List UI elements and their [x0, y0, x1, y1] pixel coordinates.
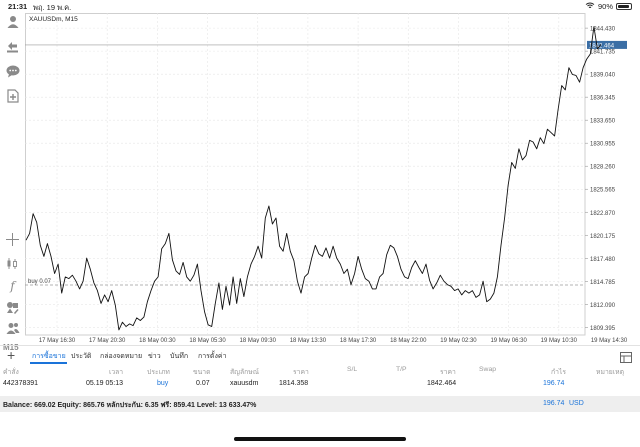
order-symbol: xauusdm: [230, 380, 259, 387]
tab-news[interactable]: ข่าว: [148, 353, 161, 360]
tab-mailbox[interactable]: กล่องจดหมาย: [100, 353, 143, 360]
order-type: buy: [157, 380, 169, 387]
y-tick-label: 1817.480: [590, 257, 616, 263]
y-tick-label: 1809.395: [590, 326, 616, 332]
users-icon[interactable]: [4, 319, 21, 336]
col-time: เวลา: [109, 369, 124, 376]
tab-trade[interactable]: การซื้อขาย: [32, 353, 66, 360]
status-date: พฤ. 19 พ.ค.: [33, 3, 72, 12]
status-right: 90%: [585, 2, 632, 11]
toolbox-tabs: + การซื้อขาย ประวัติ กล่องจดหมาย ข่าว บั…: [0, 345, 640, 366]
price-series-line: [25, 26, 602, 331]
tab-history[interactable]: ประวัติ: [71, 353, 92, 360]
x-tick-label: 18 May 00:30: [139, 338, 176, 343]
order-row[interactable]: 442378391 05.19 05:13 buy 0.07 xauusdm 1…: [0, 380, 640, 394]
status-time: 21:31: [8, 2, 28, 11]
price-chart[interactable]: 1844.430 1841.735 1839.040 1836.345 1833.650…: [25, 13, 640, 344]
col-symbol: สัญลักษณ์: [230, 369, 260, 376]
tab-settings[interactable]: การตั้งค่า: [198, 353, 227, 360]
x-tick-label: 18 May 05:30: [189, 338, 226, 343]
objects-icon[interactable]: [4, 299, 21, 316]
new-order-icon[interactable]: [4, 87, 21, 104]
order-current-price: 1842.464: [427, 380, 457, 387]
x-tick-label: 19 May 06:30: [490, 338, 527, 343]
account-currency: USD: [569, 400, 584, 407]
x-tick-label: 17 May 16:30: [39, 338, 76, 343]
order-profit: 196.74: [543, 380, 565, 387]
status-bar: 21:31 พฤ. 19 พ.ค. 90%: [0, 0, 640, 13]
y-tick-label: 1839.040: [590, 73, 616, 79]
col-order: คำสั่ง: [3, 369, 19, 376]
col-type: ประเภท: [147, 369, 170, 376]
indicators-icon[interactable]: f: [10, 278, 15, 293]
y-tick-label: 1825.565: [590, 188, 616, 194]
x-tick-label: 17 May 20:30: [89, 338, 126, 343]
x-tick-label: 18 May 09:30: [240, 338, 277, 343]
col-swap: Swap: [479, 366, 497, 373]
col-comment: หมายเหตุ: [596, 369, 624, 376]
battery-icon: [616, 3, 632, 10]
balance-text: Balance: 669.02 Equity: 865.76 หลักประกั…: [3, 402, 257, 409]
y-tick-label: 1841.735: [590, 50, 616, 56]
total-profit: 196.74: [543, 400, 565, 407]
y-tick-label: 1836.345: [590, 96, 616, 102]
tab-journal[interactable]: บันทึก: [170, 353, 189, 360]
balance-row: Balance: 669.02 Equity: 865.76 หลักประกั…: [0, 396, 640, 412]
y-tick-label: 1820.175: [590, 234, 616, 240]
orders-header: คำสั่ง เวลา ประเภท ขนาด สัญลักษณ์ ราคา S…: [0, 366, 640, 379]
y-tick-label: 1830.955: [590, 142, 616, 148]
chart-type-icon[interactable]: [4, 255, 21, 272]
y-tick-label: 1812.090: [590, 303, 616, 309]
col-tp: T/P: [396, 366, 407, 373]
y-tick-label: 1844.430: [590, 27, 616, 33]
chat-icon[interactable]: [4, 63, 21, 80]
crosshair-icon[interactable]: [4, 231, 21, 248]
x-tick-label: 18 May 13:30: [290, 338, 327, 343]
chart-svg[interactable]: 1844.430 1841.735 1839.040 1836.345 1833.650…: [25, 13, 640, 344]
one-click-trading-icon[interactable]: [4, 38, 21, 55]
wifi-icon: [585, 2, 595, 11]
order-time: 05.19 05:13: [86, 380, 123, 387]
order-ticket: 442378391: [3, 380, 39, 387]
home-indicator[interactable]: [234, 437, 406, 441]
panel-toggle-icon[interactable]: [620, 350, 632, 368]
chart-toolbar: f: [0, 13, 25, 338]
buy-level-label: buy 0.07: [28, 279, 52, 285]
col-open-price: ราคา: [293, 369, 309, 376]
plot-frame: [25, 13, 586, 336]
x-tick-label: 18 May 17:30: [340, 338, 377, 343]
chart-symbol-label: XAUUSDm, M15: [29, 16, 78, 23]
account-icon[interactable]: [4, 13, 21, 30]
current-price-tag: [587, 40, 627, 49]
x-tick-label: 19 May 02:30: [440, 338, 477, 343]
col-sl: S/L: [347, 366, 358, 373]
col-size: ขนาด: [193, 369, 211, 376]
y-tick-label: 1828.260: [590, 165, 616, 171]
order-size: 0.07: [196, 380, 210, 387]
battery-percent: 90%: [597, 2, 613, 11]
timeframe-button[interactable]: M15: [3, 343, 19, 352]
y-tick-label: 1822.870: [590, 211, 616, 217]
add-button[interactable]: +: [7, 347, 16, 363]
x-tick-label: 19 May 10:30: [541, 338, 578, 343]
x-tick-label: 19 May 14:30: [591, 338, 628, 343]
col-profit: กำไร: [551, 369, 567, 376]
y-tick-label: 1814.785: [590, 280, 616, 286]
current-price-label: 1842.464: [589, 43, 615, 49]
active-tab-indicator: [30, 362, 67, 364]
col-price: ราคา: [440, 369, 456, 376]
order-open-price: 1814.358: [279, 380, 309, 387]
y-tick-label: 1833.650: [590, 119, 616, 125]
x-tick-label: 18 May 22:00: [390, 338, 427, 343]
